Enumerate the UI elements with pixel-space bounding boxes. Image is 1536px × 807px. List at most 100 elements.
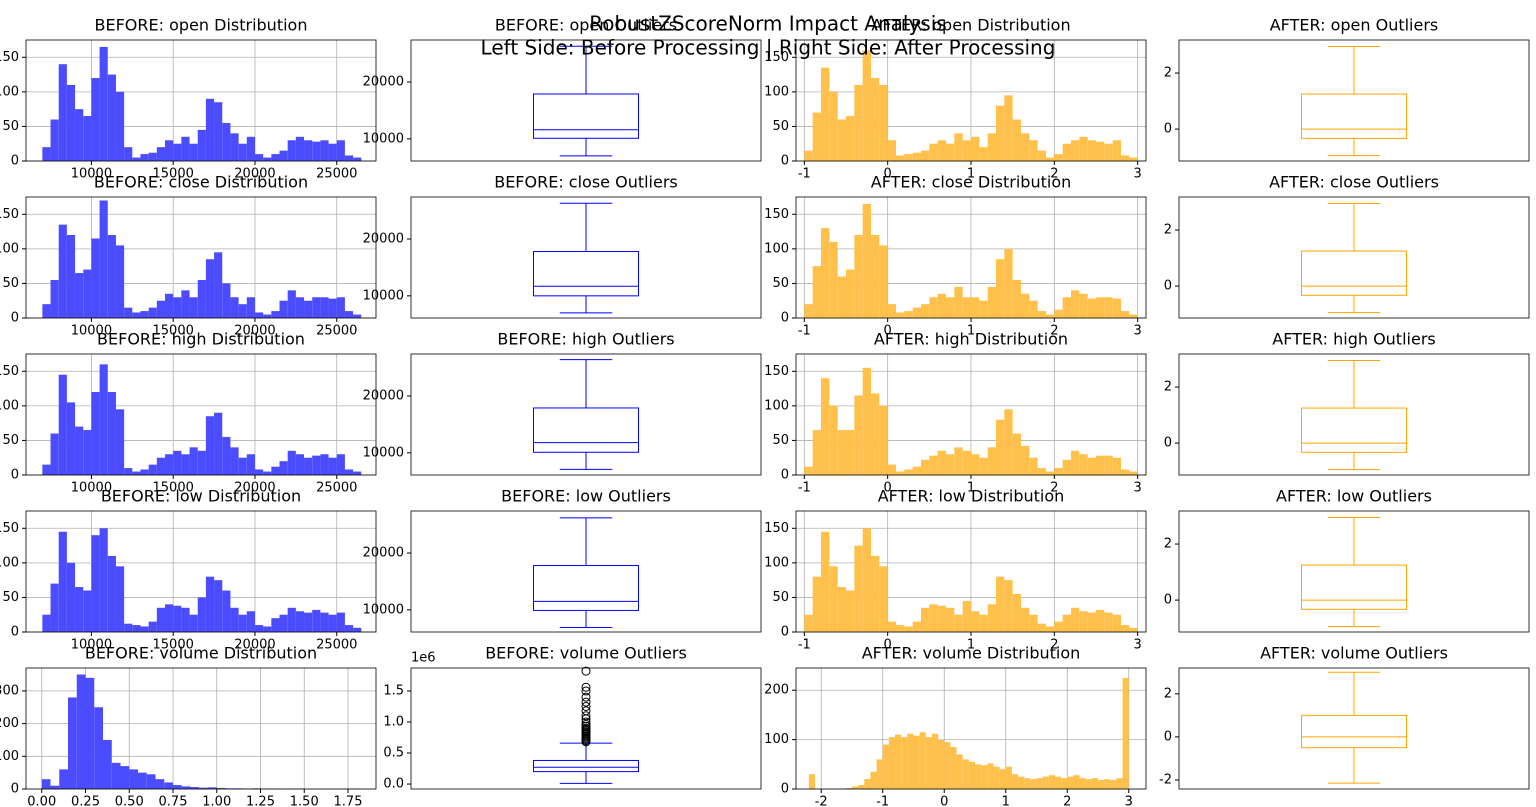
histogram-bar bbox=[981, 765, 988, 789]
histogram-bar bbox=[904, 469, 913, 475]
y-tick-label: 0 bbox=[11, 311, 19, 326]
histogram-bar bbox=[954, 447, 963, 475]
histogram-bar bbox=[328, 457, 337, 475]
y-tick-label: 0 bbox=[1164, 593, 1172, 608]
histogram-bar bbox=[246, 611, 255, 632]
axes-frame bbox=[1178, 667, 1530, 790]
x-tick-label: 15000 bbox=[153, 638, 194, 653]
x-tick-label: 10000 bbox=[71, 324, 112, 339]
y-tick-label: 50 bbox=[2, 119, 19, 134]
histogram-bar bbox=[888, 737, 896, 789]
histogram-bar bbox=[1042, 776, 1049, 789]
histogram-bar bbox=[1004, 95, 1013, 161]
histogram-bar bbox=[812, 430, 821, 475]
histogram-bar bbox=[353, 157, 362, 161]
y-tick-label: 1.5 bbox=[383, 683, 404, 698]
histogram-bar bbox=[320, 612, 329, 632]
histogram-bar bbox=[304, 612, 313, 632]
histogram-bar bbox=[205, 98, 215, 161]
histogram-bar bbox=[879, 405, 888, 475]
histogram-bar bbox=[336, 140, 345, 161]
histogram-bar bbox=[124, 307, 133, 318]
x-tick-label: -1 bbox=[798, 638, 811, 653]
histogram-bar bbox=[1087, 140, 1096, 161]
histogram-bar bbox=[132, 625, 141, 632]
histogram-bar bbox=[271, 311, 280, 318]
subplot-title: AFTER: open Distribution bbox=[871, 16, 1070, 35]
histogram-bar bbox=[58, 531, 67, 632]
outlier bbox=[581, 706, 591, 716]
histogram-bar bbox=[1079, 778, 1086, 789]
histogram-bar bbox=[99, 364, 108, 475]
outlier bbox=[581, 682, 591, 692]
histogram-bar bbox=[829, 566, 838, 632]
histogram-bar bbox=[854, 545, 863, 632]
histogram-bar bbox=[165, 140, 174, 161]
histogram-bar bbox=[904, 626, 913, 632]
histogram-bar bbox=[804, 614, 813, 632]
x-tick-label: 1.00 bbox=[202, 795, 231, 807]
histogram-bar bbox=[124, 147, 133, 161]
y-tick-label: 100 bbox=[764, 398, 789, 413]
histogram-bar bbox=[829, 241, 838, 318]
x-tick-label: -1 bbox=[798, 167, 811, 182]
histogram-bar bbox=[1096, 141, 1105, 161]
histogram-bar bbox=[1021, 133, 1030, 161]
histogram-bar bbox=[837, 430, 846, 475]
histogram-bar bbox=[913, 735, 920, 789]
histogram-bar bbox=[971, 136, 980, 161]
outlier bbox=[581, 666, 591, 676]
histogram-bar bbox=[197, 279, 206, 318]
histogram-bar bbox=[99, 200, 108, 318]
histogram-bar bbox=[1129, 627, 1138, 632]
histogram-bar bbox=[871, 78, 880, 161]
histogram-bar bbox=[1104, 455, 1113, 475]
histogram-bar bbox=[862, 50, 871, 161]
histogram-bar bbox=[94, 707, 103, 789]
y-tick-label: 100 bbox=[0, 398, 19, 413]
axes-frame bbox=[410, 510, 762, 633]
histogram-bar bbox=[962, 600, 971, 632]
histogram-bar bbox=[946, 607, 955, 632]
histogram-bar bbox=[851, 786, 859, 789]
histogram-bar bbox=[946, 297, 955, 318]
histogram-bar bbox=[996, 105, 1005, 161]
x-tick-label: 20000 bbox=[234, 324, 275, 339]
histogram-bar bbox=[1021, 607, 1030, 632]
histogram-bar bbox=[181, 290, 190, 318]
histogram-bar bbox=[971, 297, 980, 318]
histogram-bar bbox=[846, 269, 855, 318]
histogram-bar bbox=[882, 744, 889, 789]
histogram-bar bbox=[1079, 454, 1088, 475]
histogram-bar bbox=[205, 576, 215, 632]
histogram-bar bbox=[1037, 311, 1046, 318]
histogram-bar bbox=[870, 771, 877, 789]
subplot-title: AFTER: close Distribution bbox=[871, 173, 1072, 192]
histogram-bar bbox=[1085, 779, 1092, 789]
outlier bbox=[581, 701, 591, 711]
histogram-bar bbox=[808, 774, 816, 789]
y-tick-label: 50 bbox=[772, 590, 789, 605]
histogram-bar bbox=[956, 754, 963, 789]
histogram-bar bbox=[1021, 293, 1030, 318]
histogram-bar bbox=[254, 154, 264, 161]
y-tick-label: 0.0 bbox=[383, 777, 404, 792]
histogram-bar bbox=[979, 457, 988, 475]
subplot-title: AFTER: volume Distribution bbox=[862, 644, 1081, 663]
histogram-bar bbox=[929, 143, 938, 161]
histogram-bar bbox=[821, 378, 830, 475]
y-tick-label: 0 bbox=[781, 782, 789, 797]
histogram-bar bbox=[1129, 157, 1138, 161]
histogram-bar bbox=[1054, 776, 1062, 789]
axes-frame bbox=[25, 510, 377, 633]
histogram-bar bbox=[1116, 778, 1123, 789]
histogram-bar bbox=[304, 140, 313, 161]
x-tick-label: 25000 bbox=[316, 481, 357, 496]
y-tick-label: 0 bbox=[1164, 436, 1172, 451]
histogram-bar bbox=[1030, 779, 1037, 789]
histogram-bar bbox=[238, 304, 247, 318]
histogram-bar bbox=[156, 147, 166, 161]
y-tick-label: 200 bbox=[764, 683, 789, 698]
y-tick-label: 50 bbox=[2, 276, 19, 291]
